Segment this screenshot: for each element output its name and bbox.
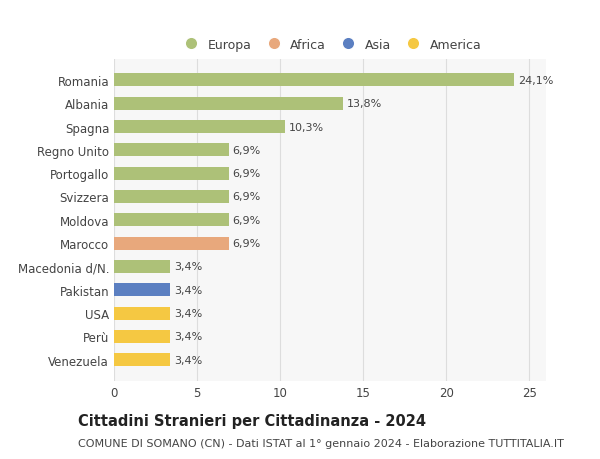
Text: Cittadini Stranieri per Cittadinanza - 2024: Cittadini Stranieri per Cittadinanza - 2…	[78, 413, 426, 428]
Text: 6,9%: 6,9%	[232, 239, 260, 249]
Bar	[114, 98, 343, 110]
Bar	[114, 284, 170, 297]
Text: 3,4%: 3,4%	[174, 308, 202, 319]
Text: 24,1%: 24,1%	[518, 76, 553, 86]
Text: 6,9%: 6,9%	[232, 169, 260, 179]
Bar	[114, 190, 229, 203]
Bar	[114, 330, 170, 343]
Bar	[114, 260, 170, 273]
Text: 10,3%: 10,3%	[289, 122, 323, 132]
Text: 6,9%: 6,9%	[232, 146, 260, 156]
Bar	[114, 144, 229, 157]
Text: 13,8%: 13,8%	[347, 99, 382, 109]
Legend: Europa, Africa, Asia, America: Europa, Africa, Asia, America	[173, 34, 487, 57]
Text: 6,9%: 6,9%	[232, 192, 260, 202]
Text: 3,4%: 3,4%	[174, 355, 202, 365]
Bar	[114, 307, 170, 320]
Text: COMUNE DI SOMANO (CN) - Dati ISTAT al 1° gennaio 2024 - Elaborazione TUTTITALIA.: COMUNE DI SOMANO (CN) - Dati ISTAT al 1°…	[78, 438, 564, 448]
Bar	[114, 168, 229, 180]
Bar	[114, 237, 229, 250]
Text: 3,4%: 3,4%	[174, 332, 202, 341]
Text: 6,9%: 6,9%	[232, 215, 260, 225]
Bar	[114, 353, 170, 366]
Text: 3,4%: 3,4%	[174, 262, 202, 272]
Bar	[114, 121, 285, 134]
Text: 3,4%: 3,4%	[174, 285, 202, 295]
Bar	[114, 74, 514, 87]
Bar	[114, 214, 229, 227]
